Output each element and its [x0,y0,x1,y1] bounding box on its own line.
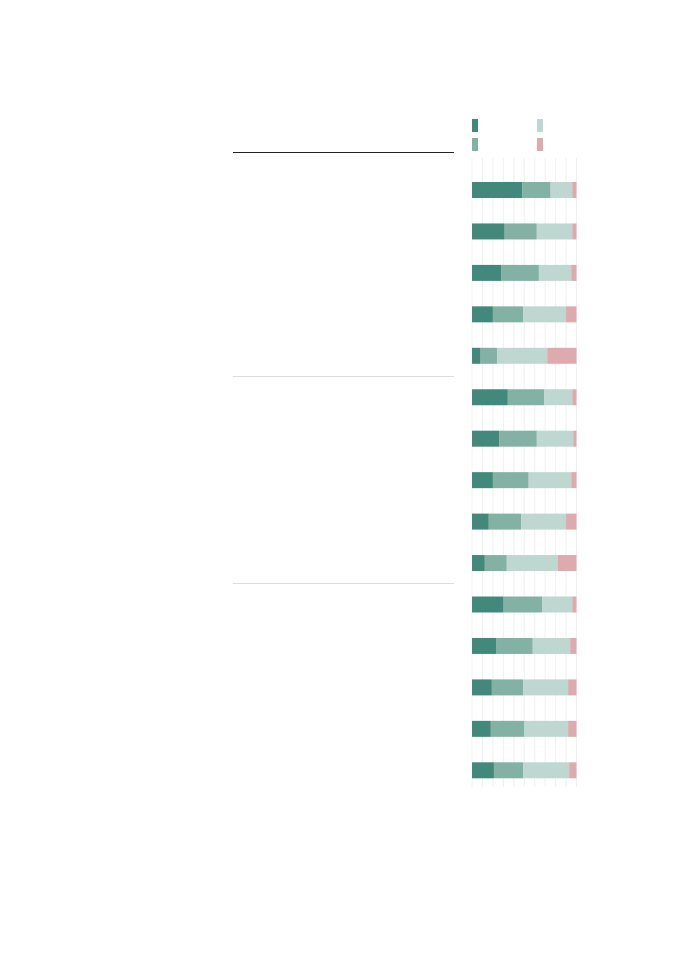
bar-segment-somewhat [507,389,545,406]
bar-segment-not_much [497,347,548,364]
bar-segment-somewhat [488,513,522,530]
bar-segment-not_at_all [568,720,577,737]
bar-segment-not_much [524,720,569,737]
bar-segment-not_much [521,513,567,530]
bar-segment-not_at_all [572,223,577,240]
bar-segment-very_much [472,430,500,447]
bar-segment-very_much [472,472,493,489]
bar-segment-very_much [472,347,481,364]
bar-segment-somewhat [503,596,543,613]
bar-segment-not_at_all [569,762,577,779]
bar-segment-not_much [544,389,573,406]
bar-segment-very_much [472,182,523,198]
legend-swatch-somewhat [472,138,478,151]
bar-segment-very_much [472,762,494,779]
bar-segment-somewhat [484,555,507,572]
bar-segment-somewhat [491,679,524,696]
bar-segment-not_at_all [573,430,577,447]
bar-segment-not_at_all [572,596,577,613]
bar-segment-very_much [472,637,497,654]
bar-segment-very_much [472,306,493,323]
bar-segment-somewhat [492,472,529,489]
bar-segment-not_at_all [547,347,577,364]
bar-segment-not_much [523,306,567,323]
legend-swatch-not_much [537,119,543,132]
bar-segment-somewhat [522,182,551,198]
bar-segment-somewhat [492,306,524,323]
bar-segment-very_much [472,679,492,696]
bar-segment-not_much [528,472,572,489]
group-dividers [233,152,454,584]
legend-swatch-not_at_all [537,138,543,151]
bar-segment-not_much [523,679,569,696]
bar-segment-not_much [532,637,571,654]
legend [472,119,543,151]
bar-segment-somewhat [504,223,537,240]
bar-segment-somewhat [480,347,498,364]
bar-segment-very_much [472,555,485,572]
bar-segment-somewhat [493,762,524,779]
bar-segment-not_much [538,264,572,281]
bar-segment-very_much [472,264,502,281]
bar-segment-somewhat [496,637,533,654]
bar-segment-not_much [542,596,573,613]
bar-segment-not_much [506,555,558,572]
bar-segment-not_at_all [566,513,577,530]
bar-segment-not_much [523,762,570,779]
bars [472,182,577,779]
bar-segment-very_much [472,223,505,240]
bar-segment-not_at_all [568,679,577,696]
bar-segment-somewhat [499,430,537,447]
bar-segment-not_at_all [572,182,577,198]
bar-segment-not_at_all [557,555,577,572]
bar-segment-not_much [550,182,573,198]
bar-segment-not_at_all [566,306,577,323]
bar-segment-not_at_all [571,472,577,489]
bar-segment-very_much [472,389,508,406]
bar-segment-not_much [536,430,574,447]
legend-swatch-very_much [472,119,478,132]
bar-segment-not_at_all [571,264,577,281]
bar-segment-not_much [536,223,573,240]
bar-segment-not_at_all [572,389,577,406]
bar-segment-not_at_all [570,637,577,654]
bar-segment-somewhat [501,264,539,281]
bar-segment-very_much [472,596,504,613]
bar-segment-somewhat [490,720,525,737]
bar-segment-very_much [472,513,489,530]
bar-segment-very_much [472,720,491,737]
